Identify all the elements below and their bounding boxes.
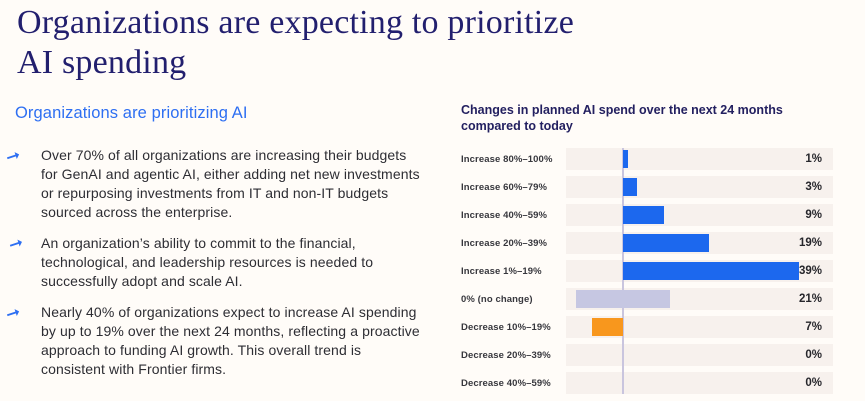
chart-row-label: Increase 40%–59%	[461, 209, 548, 221]
chart-row-value: 19%	[798, 237, 822, 249]
chart-row-track: 39%	[566, 260, 833, 282]
chart-row: Increase 20%–39% 19%	[461, 232, 833, 254]
chart-row: Increase 80%–100% 1%	[461, 148, 833, 170]
chart-row-track: 19%	[566, 232, 833, 254]
bullet-item: ➞ Nearly 40% of organizations expect to …	[3, 302, 445, 379]
chart-title: Changes in planned AI spend over the nex…	[461, 102, 833, 134]
chart-title-line-2: compared to today	[461, 119, 573, 133]
bullet-text: Over 70% of all organizations are increa…	[41, 147, 420, 220]
bullet-item: ➞ Over 70% of all organizations are incr…	[3, 145, 445, 222]
chart-row: Decrease 40%–59% 0%	[461, 372, 833, 394]
chart-row-label: Increase 60%–79%	[461, 181, 548, 193]
bullet-item: ➞ An organization’s ability to commit to…	[6, 233, 445, 291]
chart-row-value: 0%	[805, 377, 822, 389]
left-panel: Organizations are prioritizing AI ➞ Over…	[3, 104, 445, 391]
chart-row-track: 0%	[566, 344, 833, 366]
chart-row-value: 7%	[805, 321, 822, 333]
chart-row: Decrease 20%–39% 0%	[461, 344, 833, 366]
chart-row: Decrease 10%–19% 7%	[461, 316, 833, 338]
chart-bar	[575, 290, 671, 308]
chart-row-track: 0%	[566, 372, 833, 394]
chart-rows: Increase 80%–100% 1% Increase 60%–79% 3% Inc…	[461, 148, 833, 394]
chart-bar	[591, 318, 623, 336]
chart-row-label: Increase 20%–39%	[461, 237, 548, 249]
bullet-text: An organization’s ability to commit to t…	[41, 235, 374, 289]
chart-row-track: 21%	[566, 288, 833, 310]
arrow-right-icon: ➞	[6, 232, 26, 255]
chart-row-label: Increase 1%–19%	[461, 265, 542, 277]
chart-row-label: Decrease 10%–19%	[461, 321, 551, 333]
chart-row-label: Decrease 40%–59%	[461, 377, 551, 389]
chart-row-value: 3%	[805, 181, 822, 193]
chart-row: Increase 1%–19% 39%	[461, 260, 833, 282]
chart-row: Increase 60%–79% 3%	[461, 176, 833, 198]
insights-heading: Organizations are prioritizing AI	[15, 104, 248, 122]
chart-bar	[623, 206, 664, 224]
chart-bar	[623, 150, 628, 168]
chart-row-track: 7%	[566, 316, 833, 338]
arrow-right-icon: ➞	[3, 301, 23, 325]
slide-title-line-2: AI spending	[17, 44, 187, 81]
chart-row: Increase 40%–59% 9%	[461, 204, 833, 226]
chart-panel: Changes in planned AI spend over the nex…	[461, 102, 833, 400]
chart-row-label: 0% (no change)	[461, 293, 533, 305]
chart-row-label: Decrease 20%–39%	[461, 349, 551, 361]
chart-row-track: 9%	[566, 204, 833, 226]
chart-row-value: 39%	[798, 265, 822, 277]
chart-bar	[623, 234, 709, 252]
chart-row-value: 1%	[805, 153, 822, 165]
chart-row-value: 9%	[805, 209, 822, 221]
chart-bar	[623, 262, 799, 280]
arrow-right-icon: ➞	[3, 144, 23, 168]
chart-row-track: 3%	[566, 176, 833, 198]
bullet-list: ➞ Over 70% of all organizations are incr…	[3, 145, 445, 379]
chart-row-label: Increase 80%–100%	[461, 153, 553, 165]
slide-title-line-1: Organizations are expecting to prioritiz…	[17, 4, 575, 41]
chart-row-value: 21%	[798, 293, 822, 305]
chart-row: 0% (no change) 21%	[461, 288, 833, 310]
chart-title-line-1: Changes in planned AI spend over the nex…	[461, 103, 783, 117]
chart-bar	[623, 178, 637, 196]
slide-title: Organizations are expecting to prioritiz…	[17, 3, 574, 83]
bullet-text: Nearly 40% of organizations expect to in…	[41, 304, 420, 377]
chart-row-track: 1%	[566, 148, 833, 170]
chart-row-value: 0%	[805, 349, 822, 361]
